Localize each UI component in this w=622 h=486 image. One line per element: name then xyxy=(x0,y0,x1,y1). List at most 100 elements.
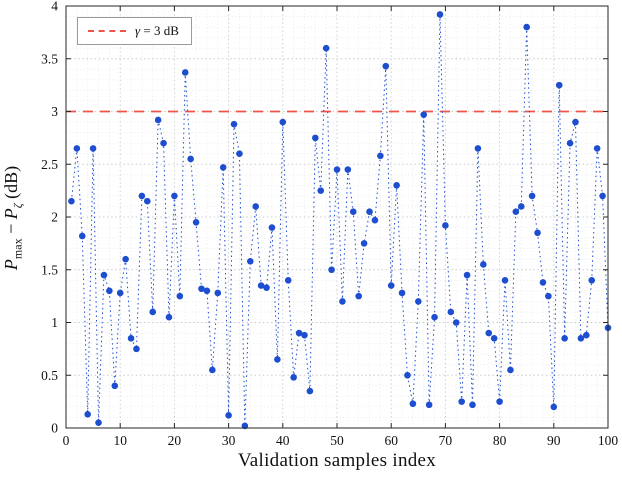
data-point xyxy=(480,261,487,268)
data-point xyxy=(144,197,151,205)
y-axis-label: Pmax − Pζ (dB) xyxy=(1,68,25,368)
x-tick-label: 60 xyxy=(384,433,398,448)
data-point xyxy=(160,139,167,147)
data-point xyxy=(100,271,108,279)
data-point xyxy=(89,145,97,152)
data-point xyxy=(317,187,325,194)
data-point xyxy=(214,289,222,297)
data-point xyxy=(561,335,568,342)
data-point xyxy=(187,155,194,163)
data-point xyxy=(306,387,314,395)
data-point xyxy=(517,203,525,210)
data-point xyxy=(246,258,254,265)
data-point xyxy=(387,282,395,289)
ylabel-dash: − xyxy=(1,219,21,239)
data-point xyxy=(106,287,113,295)
data-point xyxy=(171,192,178,200)
y-tick-label: 0.5 xyxy=(41,368,58,383)
data-point xyxy=(68,197,75,205)
y-tick-label: 0 xyxy=(51,421,58,436)
data-point xyxy=(447,308,455,316)
data-point xyxy=(501,277,509,284)
x-tick-label: 80 xyxy=(493,433,507,448)
data-point xyxy=(599,192,606,200)
data-point xyxy=(322,44,330,52)
data-point xyxy=(219,164,227,171)
data-point xyxy=(230,120,238,128)
data-point xyxy=(209,366,216,374)
data-point xyxy=(404,371,411,379)
data-point xyxy=(382,62,390,70)
data-point xyxy=(116,289,124,297)
data-point xyxy=(507,366,514,374)
data-point xyxy=(198,285,205,293)
data-point xyxy=(349,208,357,216)
data-point xyxy=(176,292,184,300)
data-point xyxy=(257,282,265,289)
data-point xyxy=(192,218,200,226)
y-tick-label: 1.5 xyxy=(41,262,58,277)
data-point xyxy=(84,410,91,418)
data-point xyxy=(593,145,601,152)
data-point xyxy=(485,329,493,337)
data-point xyxy=(452,319,460,326)
legend-box: γ = 3 dB xyxy=(77,17,192,45)
data-point xyxy=(442,222,449,229)
ticks-and-labels: 0 10 20 30 40 50 60 70 80 90 100 0 0.5 1 1.5 2 2.5 3 3.5 4 xyxy=(41,0,618,448)
data-line xyxy=(70,14,609,426)
data-point xyxy=(366,208,373,216)
data-point xyxy=(496,398,503,405)
data-point xyxy=(393,182,400,189)
data-point xyxy=(566,139,574,147)
data-point xyxy=(252,203,259,210)
data-point xyxy=(127,335,135,342)
data-point xyxy=(436,11,444,18)
y-tick-label: 3 xyxy=(51,104,58,119)
data-point xyxy=(154,116,162,124)
y-tick-label: 2 xyxy=(51,210,58,225)
data-point xyxy=(138,192,146,200)
data-point xyxy=(355,292,362,300)
x-tick-label: 50 xyxy=(330,433,344,448)
data-point xyxy=(555,81,563,89)
data-point xyxy=(328,266,335,274)
data-point xyxy=(588,277,596,284)
data-point xyxy=(344,166,352,173)
data-point xyxy=(469,401,476,409)
data-point xyxy=(203,287,211,295)
y-tick-label: 4 xyxy=(51,0,58,14)
data-point xyxy=(263,284,270,291)
legend-entry-rest: = 3 dB xyxy=(140,23,179,38)
x-tick-label: 0 xyxy=(63,433,70,448)
data-point xyxy=(577,335,585,342)
data-point xyxy=(333,166,341,173)
x-tick-label: 30 xyxy=(222,433,236,448)
data-point xyxy=(572,118,579,126)
legend-dashed-line-sample xyxy=(88,30,126,32)
x-tick-label: 40 xyxy=(276,433,290,448)
data-point xyxy=(225,412,232,419)
data-point xyxy=(431,313,438,321)
data-point xyxy=(279,118,287,126)
data-point xyxy=(425,401,433,409)
data-point xyxy=(534,229,541,237)
ylabel-p1: P xyxy=(1,259,21,271)
data-point xyxy=(95,419,102,427)
y-tick-label: 2.5 xyxy=(41,157,58,172)
data-point xyxy=(371,216,379,224)
data-points xyxy=(68,11,612,430)
data-point xyxy=(149,308,157,316)
data-point xyxy=(236,150,243,157)
data-point xyxy=(528,192,536,200)
ylabel-unit: (dB) xyxy=(1,165,21,199)
data-point xyxy=(122,255,129,263)
data-point xyxy=(73,145,81,152)
data-point xyxy=(463,271,471,279)
data-point xyxy=(274,356,281,363)
data-point xyxy=(360,240,368,247)
x-axis-label: Validation samples index xyxy=(237,450,437,471)
ylabel-sub1: max xyxy=(10,238,25,260)
data-point xyxy=(312,134,319,142)
data-point xyxy=(539,279,547,286)
